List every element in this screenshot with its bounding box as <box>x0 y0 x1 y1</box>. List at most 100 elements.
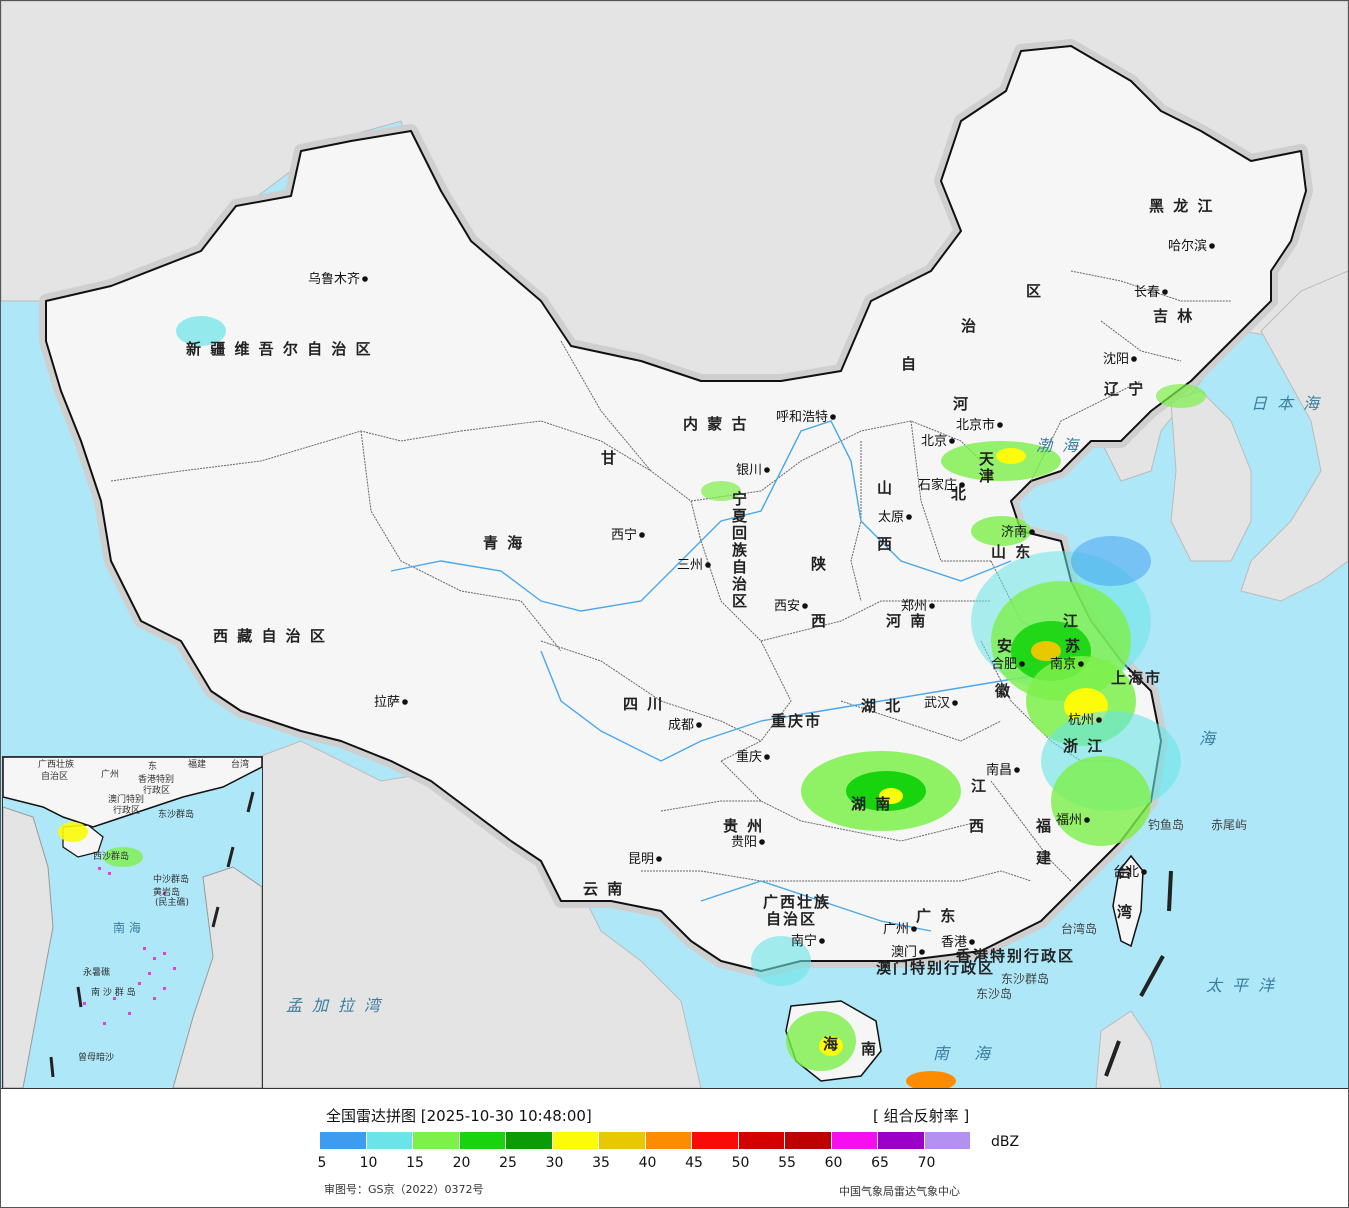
label-fujian2: 建 <box>1036 849 1053 867</box>
label-harbin: 哈尔滨 <box>1168 238 1207 254</box>
city-dot-yinchuan <box>764 467 770 473</box>
tick-label-10: 10 <box>359 1155 378 1171</box>
inset-label-i_guangzhou: 广州 <box>101 768 119 780</box>
label-jiangxi2: 西 <box>969 817 986 835</box>
label-macau: 澳门特别行政区 <box>876 959 995 977</box>
tick-label-35: 35 <box>592 1155 610 1171</box>
label-guangdong: 广 东 <box>916 907 957 925</box>
inset-label-i_guangxi2: 自治区 <box>41 770 68 782</box>
city-dot-taibei <box>1141 869 1147 875</box>
label-taiwan_island: 台湾岛 <box>1061 921 1097 936</box>
city-dot-xianggang <box>969 939 975 945</box>
color-scale-ticks: 5 10 15 20 25 30 35 40 45 50 55 60 65 70 <box>318 1155 1020 1171</box>
label-jiangsu2: 苏 <box>1065 637 1082 655</box>
city-dot-nanning <box>819 938 825 944</box>
city-dot-beijingshi <box>997 422 1003 428</box>
inset-neighbor-land <box>3 806 54 1088</box>
label-hk: 香港特别行政区 <box>956 947 1075 965</box>
city-dot-changchun <box>1162 289 1168 295</box>
legend-panel: 全国雷达拼图 [2025-10-30 10:48:00] [ 组合反射率 ] d… <box>1 1089 1348 1207</box>
south-china-sea-inset: 广西壮族 自治区 广州东福建 台湾 香港特别 行政区 澳门特别 行政区 东沙群岛 西沙群岛 中沙群岛… <box>2 756 263 1088</box>
label-taiyuan: 太原 <box>878 510 904 525</box>
inset-label-i_dong: 东 <box>148 760 157 772</box>
city-dot-harbin <box>1209 243 1215 249</box>
neighbor-land-korea <box>1170 390 1252 562</box>
label-shenyang: 沈阳 <box>1103 352 1129 367</box>
color-scale-bar <box>320 1132 971 1149</box>
label-fujian: 福 <box>1035 817 1053 835</box>
label-lhasa: 拉萨 <box>374 695 400 710</box>
label-liaoning: 辽 宁 <box>1104 380 1145 398</box>
city-dot-jinan <box>1029 529 1035 535</box>
label-neimenggu: 内 蒙 古 <box>683 415 748 433</box>
inset-echo <box>58 822 88 842</box>
legend-product: [ 组合反射率 ] <box>873 1107 970 1125</box>
inset-label-i_guangxi: 广西壮族 <box>38 758 74 770</box>
label-fuzhou: 福州 <box>1056 813 1082 828</box>
inset-label-i_yongshu: 永暑礁 <box>83 966 110 978</box>
label-guizhou: 贵 州 <box>723 817 764 835</box>
city-dot-taiyuan <box>906 514 912 520</box>
label-nanning: 南宁 <box>791 933 817 949</box>
color-swatch-14 <box>924 1132 971 1149</box>
label-japan_sea: 日本海 <box>1251 394 1329 413</box>
label-henan: 河 南 <box>886 612 927 630</box>
tick-label-55: 55 <box>778 1155 796 1171</box>
label-taiwan2: 湾 <box>1117 903 1134 921</box>
tick-label-45: 45 <box>685 1155 703 1171</box>
label-hunan: 湖 南 <box>851 795 892 813</box>
city-dot-xian <box>802 603 808 609</box>
label-guiyang: 贵阳 <box>731 835 757 850</box>
color-swatch-3 <box>413 1132 460 1149</box>
label-jinan: 济南 <box>1001 524 1027 540</box>
color-swatch-9 <box>692 1132 739 1149</box>
city-dot-hangzhou <box>1096 717 1102 723</box>
radar-echoes <box>176 316 1206 1088</box>
color-swatch-8 <box>645 1132 692 1149</box>
city-dot-shenyang <box>1131 356 1137 362</box>
color-swatch-2 <box>366 1132 413 1149</box>
label-xian: 西安 <box>774 599 800 614</box>
label-jiangsu: 江 <box>1063 612 1080 630</box>
city-dot-nanchang <box>1014 767 1020 773</box>
radar-mosaic-map[interactable]: 新 疆 维 吾 尔 自 治 区西 藏 自 治 区青 海甘内 蒙 古自治区黑 龙 … <box>1 1 1348 1089</box>
label-chiwei: 赤尾屿 <box>1211 818 1247 832</box>
label-shanxi: 山 <box>877 479 894 497</box>
color-swatch-4 <box>459 1132 506 1149</box>
inset-label-i_hk: 香港特别 <box>138 773 174 785</box>
label-aomen: 澳门 <box>891 944 917 960</box>
inset-label-i_macau2: 行政区 <box>113 804 140 816</box>
label-zhejiang: 浙 江 <box>1063 737 1104 755</box>
label-beijing: 北京 <box>921 434 947 449</box>
label-hainan: 海 <box>823 1035 840 1053</box>
data-source: 中国气象局雷达气象中心 <box>839 1185 960 1198</box>
city-dot-fuzhou <box>1084 817 1090 823</box>
inset-dashes <box>49 791 255 1078</box>
label-chongqing: 重庆市 <box>771 712 822 730</box>
city-dot-chongqingc <box>764 754 770 760</box>
label-jiangxi: 江 <box>971 777 988 795</box>
label-shaanxi2: 西 <box>811 612 828 630</box>
label-neimenggu3: 治 <box>961 317 978 335</box>
inset-islands <box>83 867 176 1025</box>
city-dot-xining <box>639 532 645 538</box>
label-guangzhou: 广州 <box>883 922 909 937</box>
inset-label-i_zengmu: 曾母暗沙 <box>78 1051 114 1063</box>
inset-label-i_nanhai: 南 海 <box>113 920 141 935</box>
city-dot-kunming <box>656 856 662 862</box>
label-anhui2: 徽 <box>994 682 1012 700</box>
inset-label-i_minzhujiao: (民主礁) <box>155 896 189 908</box>
label-chengdu: 成都 <box>668 718 694 733</box>
inset-label-i_zhongsha: 中沙群岛 <box>153 873 189 885</box>
label-hefei: 合肥 <box>991 657 1017 672</box>
tick-label-25: 25 <box>499 1155 517 1171</box>
city-dot-lanzhou <box>705 562 711 568</box>
label-hebei2: 北 <box>951 485 968 503</box>
neighbor-land-philippines <box>1095 1010 1162 1088</box>
label-taiwan: 台 <box>1117 863 1134 881</box>
label-neimenggu2: 自 <box>901 355 918 373</box>
label-wuhan: 武汉 <box>924 696 950 711</box>
